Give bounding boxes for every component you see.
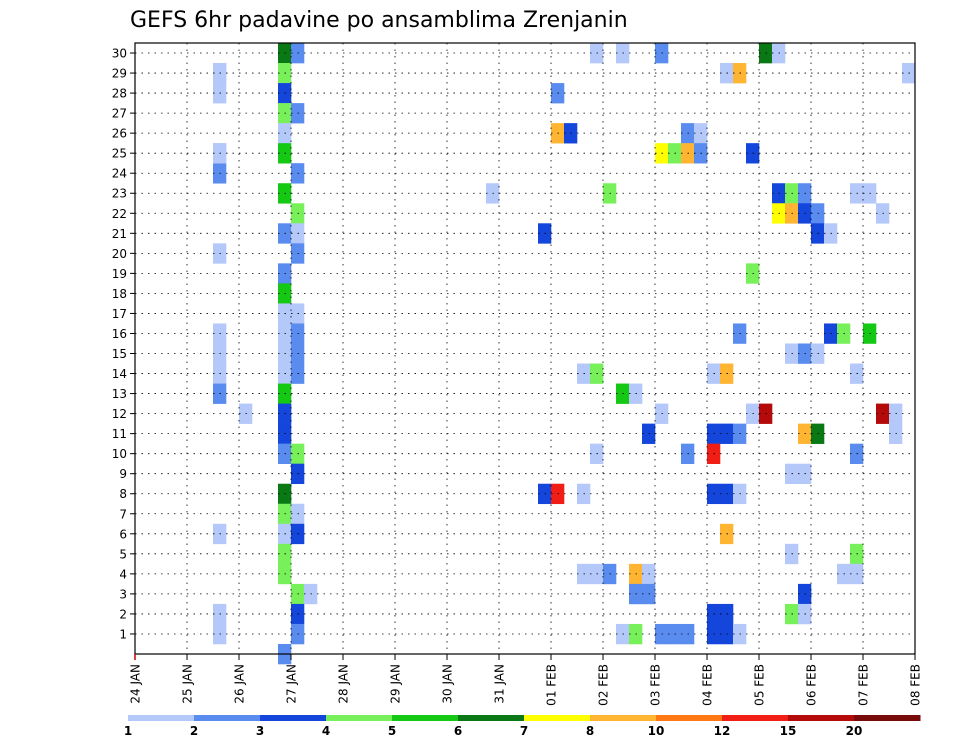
y-tick-label: 14 (112, 367, 127, 381)
y-tick-label: 16 (112, 327, 127, 341)
colorbar-label: 4 (322, 724, 330, 738)
colorbar-swatch (656, 715, 723, 721)
colorbar-label: 3 (256, 724, 264, 738)
y-tick-label: 2 (119, 607, 127, 621)
colorbar-swatch (524, 715, 591, 721)
colorbar-label: 20 (846, 724, 863, 738)
x-tick-label: 05 FEB (753, 664, 767, 706)
x-tick-label: 26 JAN (233, 664, 247, 704)
colorbar-label: 10 (648, 724, 665, 738)
colorbar-swatch (590, 715, 657, 721)
x-tick-label: 08 FEB (909, 664, 923, 706)
colorbar-swatch (326, 715, 393, 721)
x-tick-label: 29 JAN (389, 664, 403, 704)
colorbar-label: 6 (454, 724, 462, 738)
colorbar-swatch (194, 715, 261, 721)
plot-frame (134, 42, 916, 655)
y-tick-label: 3 (119, 587, 127, 601)
y-tick-label: 13 (112, 387, 127, 401)
y-tick-label: 21 (112, 227, 127, 241)
y-tick-label: 30 (112, 47, 127, 61)
colorbar-label: 12 (714, 724, 731, 738)
y-tick-label: 26 (112, 127, 127, 141)
colorbar-swatch (260, 715, 327, 721)
x-tick-label: 03 FEB (649, 664, 663, 706)
colorbar-label: 8 (586, 724, 594, 738)
y-tick-label: 15 (112, 347, 127, 361)
colorbar-label: 7 (520, 724, 528, 738)
colorbar-swatch (854, 715, 921, 721)
y-tick-label: 19 (112, 267, 127, 281)
y-tick-label: 1 (119, 627, 127, 641)
colorbar-swatch (458, 715, 525, 721)
y-tick-label: 23 (112, 187, 127, 201)
x-tick-label: 25 JAN (181, 664, 195, 704)
x-tick-label: 01 FEB (545, 664, 559, 706)
x-tick-label: 02 FEB (597, 664, 611, 706)
y-tick-label: 25 (112, 147, 127, 161)
colorbar-label: 15 (780, 724, 797, 738)
x-axis: 24 JAN 25 JAN 26 JAN 27 JAN 28 JAN 29 JAN 30 J… (129, 654, 923, 706)
y-tick-label: 4 (119, 567, 127, 581)
y-tick-label: 10 (112, 447, 127, 461)
y-tick-label: 20 (112, 247, 127, 261)
gridlines (134, 43, 916, 654)
x-tick-label: 24 JAN (129, 664, 143, 704)
x-tick-label: 31 JAN (493, 664, 507, 704)
x-tick-label: 06 FEB (805, 664, 819, 706)
x-tick-label: 30 JAN (441, 664, 455, 704)
y-tick-label: 27 (112, 107, 127, 121)
y-tick-label: 11 (112, 427, 127, 441)
x-tick-label: 07 FEB (857, 664, 871, 706)
colorbar-swatch (788, 715, 855, 721)
y-tick-label: 22 (112, 207, 127, 221)
colorbar-label: 1 (124, 724, 132, 738)
y-tick-label: 6 (119, 527, 127, 541)
x-tick-label: 27 JAN (285, 664, 299, 704)
y-tick-label: 9 (119, 467, 127, 481)
y-tick-label: 5 (119, 547, 127, 561)
colorbar-swatch (722, 715, 789, 721)
colorbar-legend: 1 2 3 4 5 6 7 8 10 12 15 20 (124, 715, 921, 738)
y-tick-label: 28 (112, 87, 127, 101)
colorbar-label: 2 (190, 724, 198, 738)
y-tick-label: 17 (112, 307, 127, 321)
colorbar-label: 5 (388, 724, 396, 738)
y-tick-label: 24 (112, 167, 127, 181)
colorbar-swatch (392, 715, 459, 721)
x-tick-label: 04 FEB (701, 664, 715, 706)
y-tick-label: 7 (119, 507, 127, 521)
x-tick-label: 28 JAN (337, 664, 351, 704)
colorbar-swatch (128, 715, 195, 721)
y-tick-label: 29 (112, 67, 127, 81)
y-tick-label: 18 (112, 287, 127, 301)
chart-title: GEFS 6hr padavine po ansamblima Zrenjani… (130, 8, 628, 33)
y-axis: 1234567891011121314151617181920212223242… (112, 47, 135, 641)
y-tick-label: 8 (119, 487, 127, 501)
y-tick-label: 12 (112, 407, 127, 421)
